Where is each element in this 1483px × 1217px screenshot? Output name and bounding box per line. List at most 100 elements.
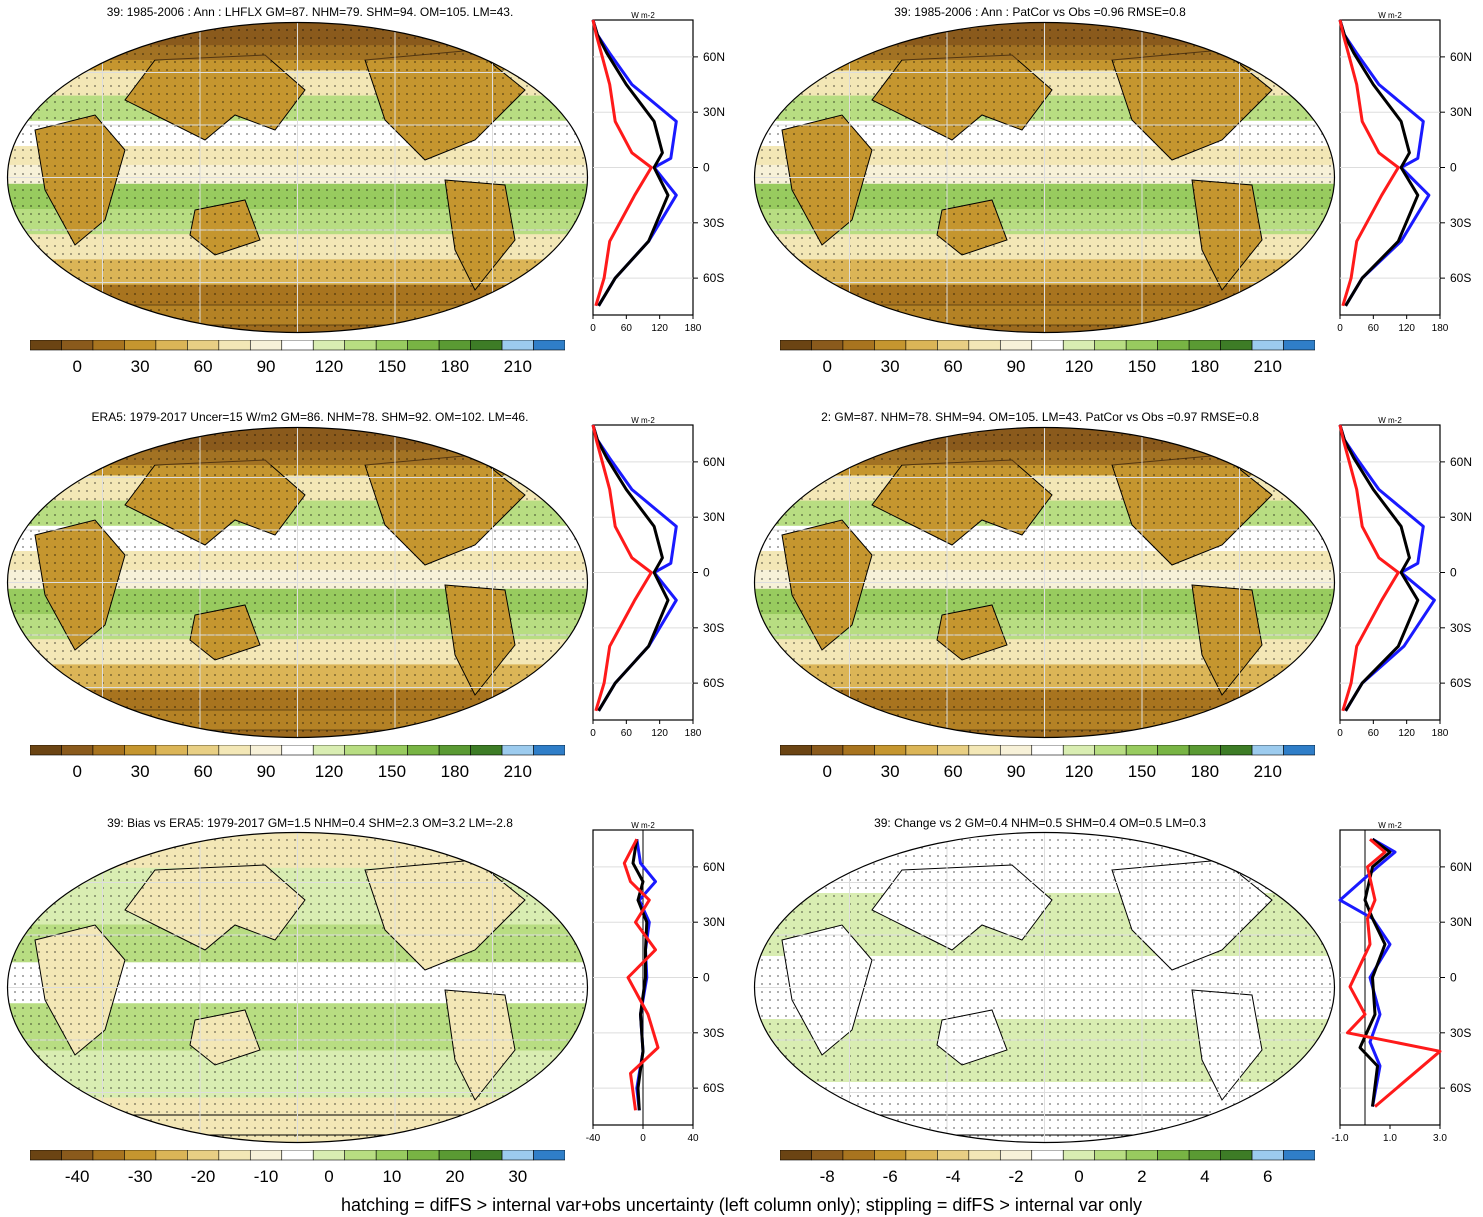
y-tick-label: 0 bbox=[703, 971, 710, 985]
colorbar-swatch bbox=[344, 745, 377, 756]
zonal-line-red bbox=[1338, 424, 1400, 712]
profile-units: W m-2 bbox=[631, 11, 655, 20]
colorbar-swatch bbox=[811, 745, 844, 756]
colorbar-label: 2 bbox=[1137, 1167, 1146, 1186]
colorbar-swatch bbox=[1283, 340, 1315, 351]
colorbar-swatch bbox=[1283, 1150, 1315, 1161]
colorbar-label: 90 bbox=[257, 357, 276, 376]
colorbar-label: 30 bbox=[131, 357, 150, 376]
zonal-profile-model2: W m-2 60N 30N 0 30S 60S 0 60 120 180 bbox=[1337, 416, 1472, 739]
y-tick-label: 0 bbox=[1450, 566, 1457, 580]
x-tick-label: 180 bbox=[1432, 728, 1449, 739]
colorbar-swatch bbox=[470, 340, 503, 351]
colorbar-label: 20 bbox=[445, 1167, 464, 1186]
y-tick-label: 30N bbox=[703, 510, 725, 524]
colorbar-swatch bbox=[780, 340, 812, 351]
x-tick-label: 40 bbox=[687, 1133, 699, 1144]
colorbar-swatch bbox=[874, 340, 907, 351]
colorbar-swatch bbox=[407, 745, 440, 756]
colorbar-label: 6 bbox=[1263, 1167, 1272, 1186]
y-tick-label: 0 bbox=[1450, 161, 1457, 175]
profile-units: W m-2 bbox=[1378, 416, 1402, 425]
colorbar-label: -2 bbox=[1008, 1167, 1023, 1186]
y-tick-label: 0 bbox=[703, 161, 710, 175]
zonal-profile-bias: W m-2 60N 30N 0 30S 60S -40 0 40 bbox=[586, 821, 725, 1144]
colorbar-swatch bbox=[1188, 1150, 1221, 1161]
colorbar-label: 30 bbox=[131, 762, 150, 781]
colorbar-label: 150 bbox=[378, 357, 406, 376]
zonal-profile-model-lhflx: W m-2 60N 30N 0 30S 60S 0 60 120 180 bbox=[590, 11, 725, 334]
colorbar-label: 60 bbox=[194, 357, 213, 376]
panel-title-era5: ERA5: 1979-2017 Uncer=15 W/m2 GM=86. NHM… bbox=[91, 410, 529, 424]
colorbar-swatch bbox=[1062, 745, 1096, 756]
colorbar-swatch bbox=[501, 1150, 534, 1161]
colorbar-label: 60 bbox=[194, 762, 213, 781]
colorbar-label: 30 bbox=[881, 357, 900, 376]
colorbar-label: 150 bbox=[378, 762, 406, 781]
colorbar-bias: -40-30-20-10010203040 bbox=[30, 1150, 565, 1186]
colorbar-swatch bbox=[999, 745, 1033, 756]
zonal-line-black bbox=[1338, 424, 1420, 712]
colorbar-swatch bbox=[905, 1150, 938, 1161]
x-tick-label: 0 bbox=[590, 323, 596, 334]
colorbar-label: 0 bbox=[822, 357, 831, 376]
colorbar-swatch bbox=[61, 340, 94, 351]
colorbar-swatch bbox=[1094, 340, 1127, 351]
colorbar-swatch bbox=[842, 745, 875, 756]
colorbar-swatch bbox=[1157, 745, 1190, 756]
zonal-profile-model-patcor: W m-2 60N 30N 0 30S 60S 0 60 120 180 bbox=[1337, 11, 1472, 334]
x-tick-label: 60 bbox=[1368, 728, 1380, 739]
y-tick-label: 60S bbox=[1450, 1081, 1471, 1095]
colorbar-swatch bbox=[501, 340, 534, 351]
colorbar-swatch bbox=[470, 745, 503, 756]
colorbar-label: 0 bbox=[822, 762, 831, 781]
colorbar-swatch bbox=[92, 745, 125, 756]
colorbar-swatch bbox=[780, 745, 812, 756]
colorbar-label: 210 bbox=[1254, 357, 1282, 376]
colorbar-change: -8-6-4-202468 bbox=[780, 1150, 1315, 1186]
y-tick-label: 30S bbox=[1450, 216, 1471, 230]
zonal-line-black bbox=[1338, 19, 1420, 307]
zonal-line-black bbox=[591, 19, 670, 307]
colorbar-swatch bbox=[61, 1150, 94, 1161]
x-tick-label: 180 bbox=[685, 728, 702, 739]
colorbar-label: -8 bbox=[820, 1167, 835, 1186]
colorbar-swatch bbox=[312, 1150, 346, 1161]
zonal-line-red bbox=[591, 19, 653, 307]
panel-title-model2: 2: GM=87. NHM=78. SHM=94. OM=105. LM=43.… bbox=[821, 410, 1259, 424]
y-tick-label: 60N bbox=[703, 50, 725, 64]
colorbar-swatch bbox=[281, 745, 314, 756]
colorbar-swatch bbox=[375, 1150, 408, 1161]
x-tick-label: 0 bbox=[590, 728, 596, 739]
x-tick-label: -40 bbox=[586, 1133, 601, 1144]
profile-units: W m-2 bbox=[631, 821, 655, 830]
colorbar-label: -40 bbox=[65, 1167, 90, 1186]
colorbar-swatch bbox=[61, 745, 94, 756]
colorbar-swatch bbox=[937, 340, 970, 351]
colorbar-swatch bbox=[187, 340, 220, 351]
y-tick-label: 60N bbox=[1450, 455, 1472, 469]
colorbar-swatch bbox=[312, 340, 346, 351]
colorbar-swatch bbox=[92, 1150, 125, 1161]
colorbar-swatch bbox=[187, 1150, 220, 1161]
colorbar-label: 0 bbox=[72, 762, 81, 781]
colorbar-model-patcor: 0306090120150180210240 bbox=[780, 340, 1315, 376]
colorbar-label: 150 bbox=[1128, 357, 1156, 376]
colorbar-swatch bbox=[968, 340, 1001, 351]
colorbar-swatch bbox=[937, 745, 970, 756]
colorbar-swatch bbox=[30, 745, 62, 756]
profile-units: W m-2 bbox=[1378, 11, 1402, 20]
panel-title-bias: 39: Bias vs ERA5: 1979-2017 GM=1.5 NHM=0… bbox=[107, 816, 513, 830]
profile-units: W m-2 bbox=[1378, 821, 1402, 830]
x-tick-label: 120 bbox=[651, 728, 668, 739]
colorbar-swatch bbox=[1251, 340, 1284, 351]
colorbar-model-lhflx: 0306090120150180210240 bbox=[30, 340, 565, 376]
colorbar-swatch bbox=[281, 1150, 314, 1161]
colorbar-swatch bbox=[1062, 340, 1096, 351]
x-tick-label: 120 bbox=[1398, 323, 1415, 334]
colorbar-swatch bbox=[407, 340, 440, 351]
y-tick-label: 60N bbox=[1450, 860, 1472, 874]
zonal-line-black bbox=[1358, 837, 1392, 1107]
zonal-profile-era5: W m-2 60N 30N 0 30S 60S 0 60 120 180 bbox=[590, 416, 725, 739]
colorbar-era5: 0306090120150180210240 bbox=[30, 745, 565, 781]
